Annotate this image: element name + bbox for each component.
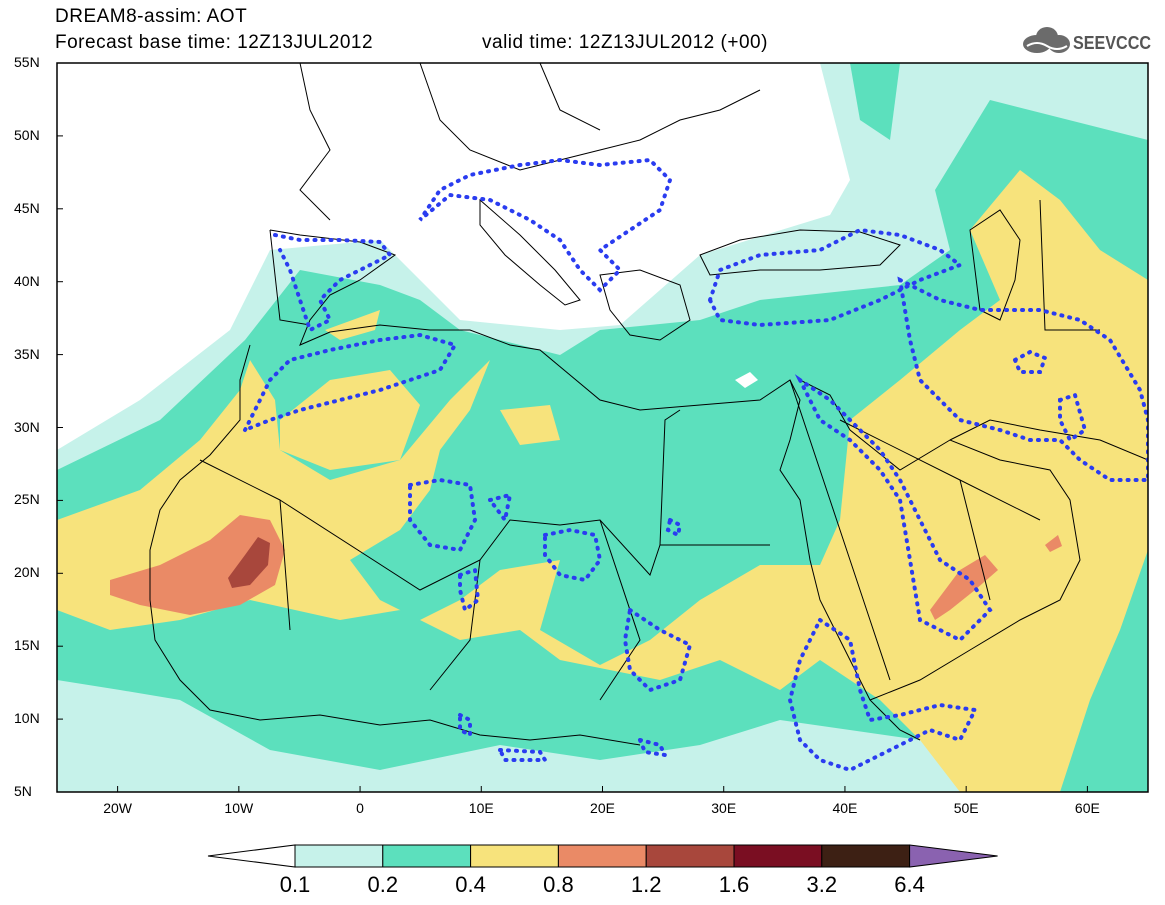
title-line-1: DREAM8-assim: AOT xyxy=(55,6,248,27)
lat-label-10N: 10N xyxy=(14,710,40,727)
dotted-contour-west-africa-1 xyxy=(458,711,472,739)
coastline-black-sea xyxy=(699,229,901,276)
valid-time: valid time: 12Z13JUL2012 (+00) xyxy=(482,32,768,53)
dotted-contour-turkey xyxy=(707,227,965,328)
coastline-europe-africa xyxy=(269,229,921,741)
lon-label-0: 0 xyxy=(356,800,364,816)
coastline-caspian xyxy=(969,209,1021,321)
lon-label-40E: 40E xyxy=(832,800,858,816)
lat-label-20N: 20N xyxy=(14,564,40,581)
dotted-contour-iran-small-1 xyxy=(1012,349,1048,374)
border-africa-inner xyxy=(199,409,770,701)
coastline-iberia xyxy=(269,229,311,326)
dotted-contour-europe xyxy=(418,157,673,293)
colorbar-segment xyxy=(557,844,647,868)
lat-label-45N: 45N xyxy=(14,199,40,216)
colorbar-segment xyxy=(470,844,559,868)
lat-label-30N: 30N xyxy=(14,418,40,435)
lat-label-15N: 15N xyxy=(14,637,40,654)
dotted-contour-iberia xyxy=(273,233,394,333)
lat-label-25N: 25N xyxy=(14,491,40,508)
lat-label-5N: 5N xyxy=(14,783,32,799)
cloud-icon xyxy=(1023,27,1070,53)
coastline-greece xyxy=(599,269,691,341)
lon-label-10W: 10W xyxy=(224,800,254,816)
lon-label-30E: 30E xyxy=(711,800,737,816)
colorbar-label: 0.1 xyxy=(279,872,311,897)
colorbar-min-arrow xyxy=(207,844,296,868)
seevccc-logo: SEEVCCC xyxy=(1023,27,1151,53)
colorbar-label: 0.8 xyxy=(543,872,574,897)
lon-label-10E: 10E xyxy=(468,800,494,816)
lat-label-50N: 50N xyxy=(14,126,40,143)
colorbar-segment xyxy=(382,844,472,868)
aot-band-1.2 xyxy=(228,537,270,588)
dotted-contour-central-africa xyxy=(636,737,669,758)
border-europe-north xyxy=(299,63,761,221)
colorbar xyxy=(207,844,998,868)
dotted-contour-iran xyxy=(897,276,1148,482)
lon-label-20E: 20E xyxy=(590,800,615,816)
colorbar-label: 1.2 xyxy=(630,872,662,897)
coastline-gulf xyxy=(949,419,1148,461)
colorbar-label: 3.2 xyxy=(806,872,838,897)
dotted-contours xyxy=(240,157,1148,773)
axis-ticks xyxy=(57,62,1088,793)
lat-label-55N: 55N xyxy=(14,54,40,70)
dotted-contour-sudan-small xyxy=(665,517,683,538)
colorbar-label: 1.6 xyxy=(718,872,750,897)
colorbar-segment xyxy=(821,844,911,868)
lon-label-20W: 20W xyxy=(103,800,133,816)
border-arabia-inner xyxy=(839,199,1100,601)
dotted-contour-horn xyxy=(787,617,979,773)
logo-text: SEEVCCC xyxy=(1073,33,1151,53)
dotted-contour-arabia xyxy=(794,374,993,643)
dotted-contour-west-africa-2 xyxy=(496,747,549,762)
colorbar-max-arrow xyxy=(909,844,998,868)
colorbar-label: 0.2 xyxy=(367,872,399,897)
dotted-contour-sahara-3 xyxy=(458,567,481,614)
dotted-contour-morocco xyxy=(240,332,459,434)
coastline-west-africa xyxy=(149,344,641,746)
dotted-contour-sahara-2 xyxy=(486,492,513,525)
dotted-contour-iran-small-2 xyxy=(1058,392,1088,443)
colorbar-segment xyxy=(733,844,823,868)
lat-label-40N: 40N xyxy=(14,272,40,289)
lon-label-50E: 50E xyxy=(953,800,979,816)
aot-band-0.8 xyxy=(110,515,285,615)
dotted-contour-sudan xyxy=(622,606,693,693)
colorbar-label: 6.4 xyxy=(894,872,925,897)
coastline-italy xyxy=(479,198,581,306)
dotted-contour-sahara-1 xyxy=(408,477,478,553)
dotted-contour-chad xyxy=(543,527,603,583)
lat-label-35N: 35N xyxy=(14,345,40,362)
coastlines xyxy=(149,63,1148,746)
colorbar-segment xyxy=(294,844,384,868)
coastline-arabia xyxy=(799,379,1081,701)
colorbar-segment xyxy=(645,844,735,868)
lon-label-60E: 60E xyxy=(1074,800,1100,816)
coastline-red-sea xyxy=(789,379,891,681)
title-line-2: Forecast base time: 12Z13JUL2012 xyxy=(55,32,374,53)
aot-contour-fill xyxy=(57,63,1148,792)
colorbar-label: 0.4 xyxy=(455,872,486,897)
